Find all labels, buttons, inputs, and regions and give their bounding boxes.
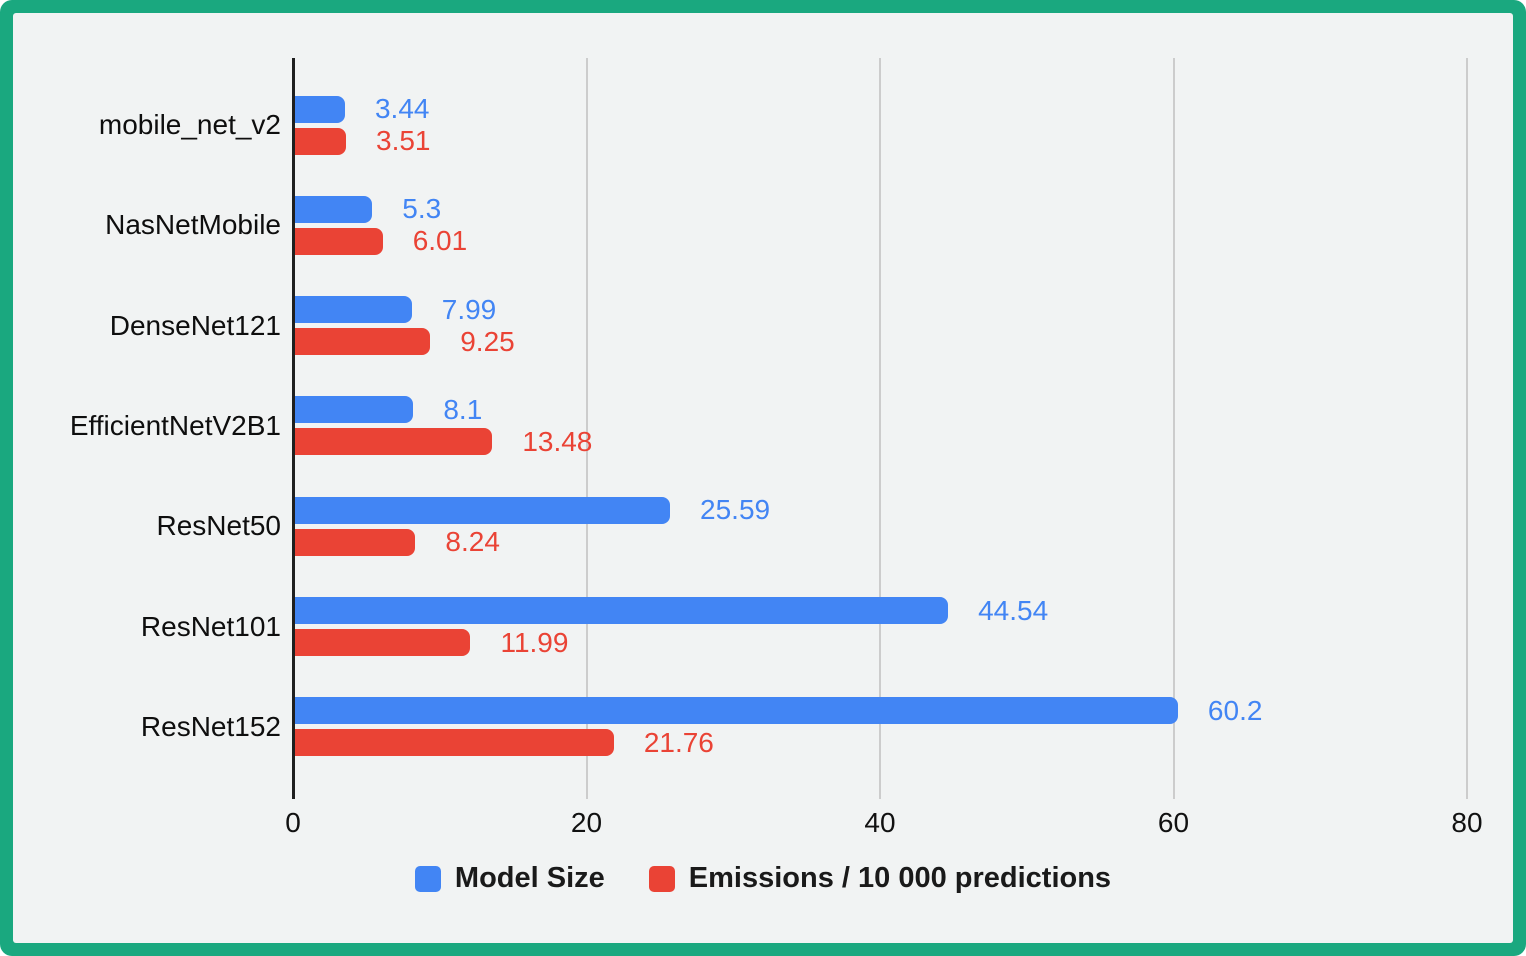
bar-emissions[interactable]: [294, 428, 493, 456]
bar-value-label: 8.1: [443, 393, 483, 425]
bar-model-size[interactable]: [294, 697, 1178, 725]
category-label: ResNet50: [156, 510, 281, 542]
chart-panel: 0 20 40 60 80 mobile_net_v2 3.44 3.51 NasNetMobi…: [13, 13, 1513, 943]
bar-value-label: 6.01: [412, 225, 468, 257]
bar-value-label: 44.54: [978, 594, 1049, 626]
bar-model-size[interactable]: [294, 195, 373, 223]
bar-model-size[interactable]: [294, 496, 671, 524]
category-label: ResNet101: [140, 610, 281, 642]
legend-item-emissions[interactable]: Emissions / 10 000 predictions: [648, 862, 1112, 895]
gridline: [585, 58, 588, 799]
bar-value-label: 7.99: [441, 293, 497, 325]
x-tick-label: 80: [1451, 807, 1483, 838]
bar-emissions[interactable]: [294, 227, 383, 255]
bar-model-size[interactable]: [294, 95, 345, 123]
bar-model-size[interactable]: [294, 597, 949, 625]
x-tick-label: 60: [1157, 807, 1190, 838]
bar-value-label: 3.51: [376, 125, 431, 156]
x-tick-label: 0: [285, 807, 301, 838]
category-label: mobile_net_v2: [98, 109, 281, 140]
category-label: NasNetMobile: [105, 209, 281, 241]
bar-emissions[interactable]: [294, 528, 416, 556]
legend: Model Size Emissions / 10 000 predictions: [13, 862, 1513, 895]
gridline: [1466, 58, 1468, 799]
legend-swatch-emissions: [648, 865, 675, 892]
bar-value-label: 3.44: [374, 93, 430, 124]
x-tick-label: 40: [864, 807, 896, 838]
bar-emissions[interactable]: [294, 729, 614, 757]
bar-value-label: 13.48: [522, 425, 593, 457]
legend-item-model-size[interactable]: Model Size: [414, 862, 605, 895]
bar-value-label: 11.99: [500, 626, 569, 658]
bar-emissions[interactable]: [294, 328, 431, 356]
category-label: ResNet152: [140, 710, 281, 742]
y-axis-line: [291, 58, 295, 799]
legend-label: Emissions / 10 000 predictions: [688, 862, 1112, 894]
category-label: EfficientNetV2B1: [69, 409, 281, 441]
x-tick-label: 20: [570, 807, 603, 838]
gridline: [879, 58, 881, 799]
bar-emissions[interactable]: [294, 127, 346, 155]
bar-model-size[interactable]: [294, 396, 414, 424]
bar-value-label: 21.76: [643, 726, 714, 758]
bar-emissions[interactable]: [294, 629, 471, 657]
bar-value-label: 8.24: [445, 526, 500, 558]
bar-value-label: 25.59: [700, 494, 771, 526]
legend-swatch-model-size: [414, 865, 441, 892]
category-label: DenseNet121: [109, 309, 281, 341]
bar-value-label: 9.25: [460, 325, 515, 357]
bar-value-label: 60.2: [1207, 694, 1263, 726]
bar-value-label: 5.3: [402, 193, 442, 225]
gridline: [1172, 58, 1175, 799]
bar-model-size[interactable]: [294, 296, 412, 324]
legend-label: Model Size: [454, 862, 605, 894]
